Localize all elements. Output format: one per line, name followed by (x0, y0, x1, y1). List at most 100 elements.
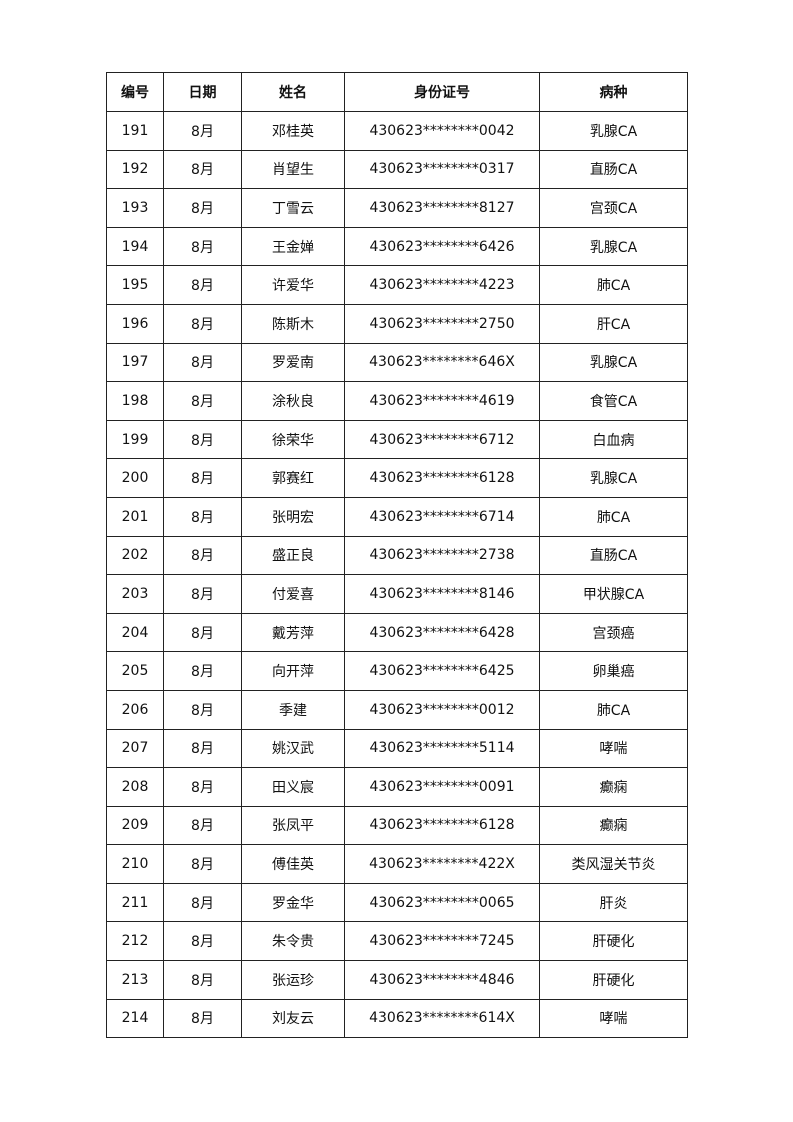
cell-date: 8月 (163, 419, 242, 460)
cell-number: 205 (106, 651, 164, 691)
cell-disease: 类风湿关节炎 (539, 844, 688, 884)
cell-name: 傅佳英 (241, 844, 345, 884)
cell-id-number: 430623********5114 (344, 728, 540, 769)
cell-id-number: 430623********4223 (344, 265, 540, 305)
cell-number: 201 (106, 496, 164, 537)
cell-disease: 肺CA (539, 689, 688, 730)
cell-date: 8月 (163, 535, 242, 576)
table-row: 209 8月 张凤平 430623********6128 癫痫 (106, 805, 688, 846)
cell-name: 丁雪云 (241, 188, 345, 228)
table-body: 191 8月 邓桂英 430623********0042 乳腺CA 192 8月 肖望生 43… (106, 111, 688, 1039)
header-name: 姓名 (241, 72, 345, 112)
table-row: 194 8月 王金婵 430623********6426 乳腺CA (106, 226, 688, 267)
cell-id-number: 430623********6426 (344, 226, 540, 267)
cell-number: 207 (106, 728, 164, 769)
cell-name: 张明宏 (241, 496, 345, 537)
cell-number: 191 (106, 111, 164, 151)
table-row: 202 8月 盛正良 430623********2738 直肠CA (106, 535, 688, 576)
table-row: 205 8月 向开萍 430623********6425 卵巢癌 (106, 651, 688, 691)
cell-id-number: 430623********0042 (344, 111, 540, 151)
cell-disease: 肺CA (539, 496, 688, 537)
cell-disease: 直肠CA (539, 535, 688, 576)
cell-id-number: 430623********422X (344, 844, 540, 884)
cell-date: 8月 (163, 149, 242, 190)
cell-date: 8月 (163, 188, 242, 228)
cell-number: 200 (106, 458, 164, 498)
cell-name: 涂秋良 (241, 381, 345, 421)
cell-number: 194 (106, 226, 164, 267)
cell-name: 张凤平 (241, 805, 345, 846)
cell-id-number: 430623********6712 (344, 419, 540, 460)
table-row: 191 8月 邓桂英 430623********0042 乳腺CA (106, 111, 688, 151)
cell-name: 朱令贵 (241, 921, 345, 962)
cell-number: 208 (106, 767, 164, 807)
cell-disease: 肝硬化 (539, 921, 688, 962)
cell-id-number: 430623********0065 (344, 882, 540, 923)
table-row: 203 8月 付爱喜 430623********8146 甲状腺CA (106, 574, 688, 614)
table-row: 213 8月 张运珍 430623********4846 肝硬化 (106, 960, 688, 1000)
cell-name: 陈斯木 (241, 303, 345, 344)
cell-disease: 宫颈CA (539, 188, 688, 228)
cell-date: 8月 (163, 303, 242, 344)
cell-date: 8月 (163, 265, 242, 305)
cell-date: 8月 (163, 844, 242, 884)
cell-date: 8月 (163, 998, 242, 1039)
cell-name: 罗爱南 (241, 342, 345, 383)
cell-date: 8月 (163, 921, 242, 962)
table-row: 195 8月 许爱华 430623********4223 肺CA (106, 265, 688, 305)
cell-name: 戴芳萍 (241, 612, 345, 653)
cell-id-number: 430623********6128 (344, 458, 540, 498)
cell-disease: 乳腺CA (539, 458, 688, 498)
cell-date: 8月 (163, 651, 242, 691)
cell-id-number: 430623********8146 (344, 574, 540, 614)
header-id-number: 身份证号 (344, 72, 540, 112)
table-row: 197 8月 罗爱南 430623********646X 乳腺CA (106, 342, 688, 383)
cell-number: 196 (106, 303, 164, 344)
table-row: 192 8月 肖望生 430623********0317 直肠CA (106, 149, 688, 190)
cell-id-number: 430623********614X (344, 998, 540, 1039)
cell-number: 193 (106, 188, 164, 228)
table-row: 200 8月 郭赛红 430623********6128 乳腺CA (106, 458, 688, 498)
cell-id-number: 430623********8127 (344, 188, 540, 228)
cell-date: 8月 (163, 111, 242, 151)
cell-name: 季建 (241, 689, 345, 730)
patient-table: 编号 日期 姓名 身份证号 病种 191 8月 邓桂英 430623********0… (106, 72, 688, 1039)
cell-disease: 癫痫 (539, 767, 688, 807)
cell-number: 210 (106, 844, 164, 884)
table-row: 210 8月 傅佳英 430623********422X 类风湿关节炎 (106, 844, 688, 884)
cell-disease: 食管CA (539, 381, 688, 421)
cell-disease: 肝硬化 (539, 960, 688, 1000)
cell-date: 8月 (163, 496, 242, 537)
cell-number: 206 (106, 689, 164, 730)
cell-id-number: 430623********0317 (344, 149, 540, 190)
cell-disease: 乳腺CA (539, 226, 688, 267)
cell-date: 8月 (163, 612, 242, 653)
cell-name: 郭赛红 (241, 458, 345, 498)
cell-number: 209 (106, 805, 164, 846)
cell-id-number: 430623********2738 (344, 535, 540, 576)
cell-name: 罗金华 (241, 882, 345, 923)
cell-name: 向开萍 (241, 651, 345, 691)
table-row: 214 8月 刘友云 430623********614X 哮喘 (106, 998, 688, 1039)
cell-number: 192 (106, 149, 164, 190)
cell-disease: 宫颈癌 (539, 612, 688, 653)
cell-date: 8月 (163, 574, 242, 614)
table-row: 199 8月 徐荣华 430623********6712 白血病 (106, 419, 688, 460)
cell-id-number: 430623********4846 (344, 960, 540, 1000)
table-row: 208 8月 田义宸 430623********0091 癫痫 (106, 767, 688, 807)
cell-date: 8月 (163, 728, 242, 769)
cell-date: 8月 (163, 381, 242, 421)
table-row: 212 8月 朱令贵 430623********7245 肝硬化 (106, 921, 688, 962)
table-row: 196 8月 陈斯木 430623********2750 肝CA (106, 303, 688, 344)
table-row: 198 8月 涂秋良 430623********4619 食管CA (106, 381, 688, 421)
cell-name: 许爱华 (241, 265, 345, 305)
cell-disease: 乳腺CA (539, 342, 688, 383)
cell-number: 195 (106, 265, 164, 305)
cell-id-number: 430623********6128 (344, 805, 540, 846)
cell-name: 张运珍 (241, 960, 345, 1000)
cell-name: 姚汉武 (241, 728, 345, 769)
cell-name: 盛正良 (241, 535, 345, 576)
cell-disease: 白血病 (539, 419, 688, 460)
cell-number: 211 (106, 882, 164, 923)
cell-id-number: 430623********6714 (344, 496, 540, 537)
